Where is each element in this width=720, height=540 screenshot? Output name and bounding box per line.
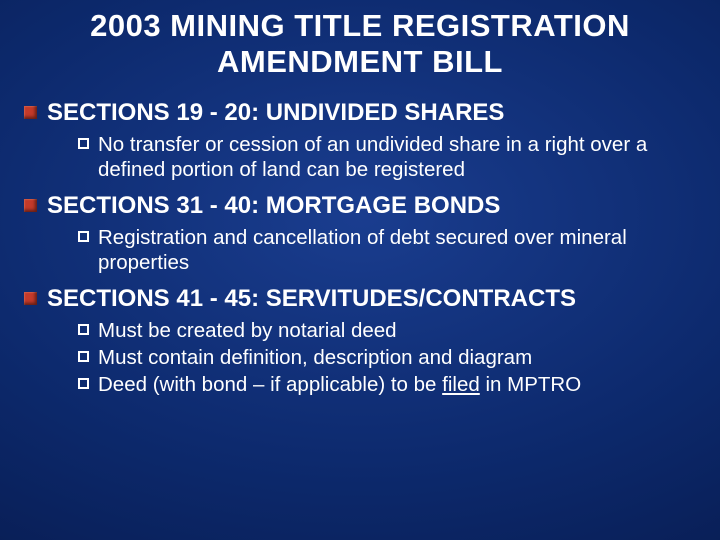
item-suffix: in MPTRO bbox=[480, 373, 581, 396]
section-heading: SECTIONS 19 - 20: UNDIVIDED SHARES bbox=[47, 99, 504, 128]
list-item: No transfer or cession of an undivided s… bbox=[78, 132, 686, 182]
item-text: No transfer or cession of an undivided s… bbox=[98, 132, 686, 182]
sub-list: Registration and cancellation of debt se… bbox=[78, 225, 686, 275]
item-text: Must contain definition, description and… bbox=[98, 345, 686, 370]
square-bullet-icon bbox=[24, 292, 37, 305]
section-heading: SECTIONS 41 - 45: SERVITUDES/CONTRACTS bbox=[47, 285, 576, 314]
hollow-square-icon bbox=[78, 351, 89, 362]
list-item: Must be created by notarial deed bbox=[78, 318, 686, 343]
hollow-square-icon bbox=[78, 138, 89, 149]
item-text: Registration and cancellation of debt se… bbox=[98, 225, 686, 275]
square-bullet-icon bbox=[24, 199, 37, 212]
list-item: Registration and cancellation of debt se… bbox=[78, 225, 686, 275]
item-text: Deed (with bond – if applicable) to be f… bbox=[98, 372, 686, 397]
hollow-square-icon bbox=[78, 231, 89, 242]
title-line-1: 2003 MINING TITLE REGISTRATION bbox=[90, 8, 630, 43]
list-item: Deed (with bond – if applicable) to be f… bbox=[78, 372, 686, 397]
section-row: SECTIONS 41 - 45: SERVITUDES/CONTRACTS bbox=[24, 285, 696, 314]
item-text: Must be created by notarial deed bbox=[98, 318, 686, 343]
hollow-square-icon bbox=[78, 378, 89, 389]
sub-list: No transfer or cession of an undivided s… bbox=[78, 132, 686, 182]
title-line-2: AMENDMENT BILL bbox=[217, 44, 503, 79]
slide-title: 2003 MINING TITLE REGISTRATION AMENDMENT… bbox=[24, 8, 696, 79]
section-row: SECTIONS 31 - 40: MORTGAGE BONDS bbox=[24, 192, 696, 221]
list-item: Must contain definition, description and… bbox=[78, 345, 686, 370]
square-bullet-icon bbox=[24, 106, 37, 119]
item-underlined: filed bbox=[442, 373, 480, 396]
presentation-slide: 2003 MINING TITLE REGISTRATION AMENDMENT… bbox=[0, 0, 720, 540]
hollow-square-icon bbox=[78, 324, 89, 335]
item-prefix: Deed (with bond – if applicable) to be bbox=[98, 373, 442, 396]
sub-list: Must be created by notarial deed Must co… bbox=[78, 318, 686, 397]
section-row: SECTIONS 19 - 20: UNDIVIDED SHARES bbox=[24, 99, 696, 128]
section-heading: SECTIONS 31 - 40: MORTGAGE BONDS bbox=[47, 192, 500, 221]
